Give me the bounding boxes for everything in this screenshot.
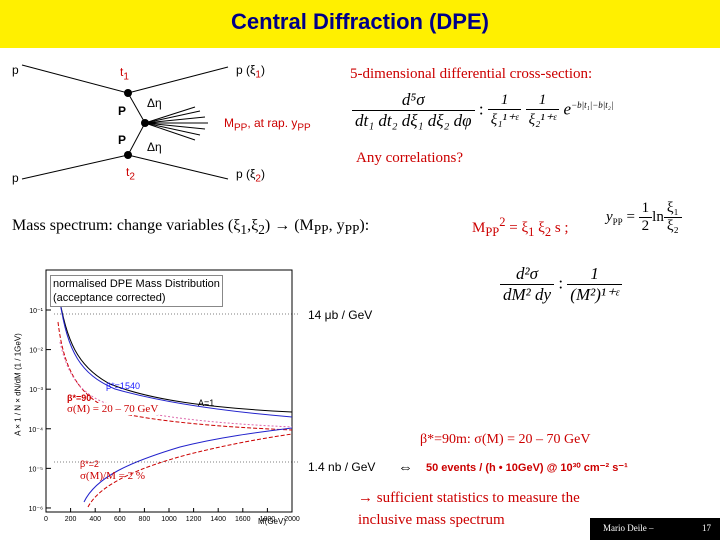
label-beta2: β*=2 [80,459,99,469]
diagram-proton-in-bottom: p [12,171,19,185]
x-tick-label: 0 [44,516,48,523]
slide-title: Central Diffraction (DPE) [231,9,489,34]
rapidity-relation: yPP = 1 2 ln ξ₁ ξ₂ [606,200,682,235]
cross-section-formula: d⁵σ dt₁ dt₂ dξ₁ dξ₂ dφ : 1 ξ₁¹⁺ᵋ 1 ξ₂¹⁺ᵋ e−… [352,90,613,131]
mass-distribution-plot: 0 200 400 600 800 1000 1200 1400 1600 1800 2000 10… [29,269,300,523]
diagram-proton-xi1: p (ξ1) [236,63,265,81]
plot-y-label: A × 1 / N × dN/dM (1 / 1GeV) [13,333,23,436]
y-tick-label: 10⁻¹ [29,308,43,315]
plot-title: normalised DPE Mass Distribution (accept… [50,275,223,307]
label-beta1540: β*=1540 [106,381,140,391]
events-rate: 50 events / (h • 10GeV) @ 10³⁰ cm⁻² s⁻¹ [426,462,628,474]
x-tick-label: 2000 [284,516,300,523]
x-tick-label: 200 [65,516,77,523]
diagram-t2: t2 [126,165,135,183]
cross-section-heading: 5-dimensional differential cross-section… [350,66,593,82]
y-tick-label: 10⁻³ [29,387,43,394]
y-tick-label: 10⁻⁴ [29,427,44,434]
label-sigma90: σ(M) = 20 – 70 GeV [67,403,159,415]
x-tick-label: 1000 [161,516,177,523]
diagram-proton-in-top: p [12,63,19,77]
y-tick-label: 10⁻² [29,348,43,355]
title-bar [0,0,720,48]
plot-x-label: M(GeV) [258,517,286,526]
beta90-resolution: β*=90m: σ(M) = 20 – 70 GeV [420,432,591,447]
curve-beta2-blue [83,427,293,503]
x-tick-label: 1400 [210,516,226,523]
curve-beta2-red [87,433,293,508]
diagram-central-mass: MPP, at rap. yPP [224,116,311,134]
mass-spectrum-line: Mass spectrum: change variables (ξ1,ξ2) … [12,217,370,238]
curve-beta1540-black [57,289,293,413]
y-ticks: 10⁻¹ 10⁻² 10⁻³ 10⁻⁴ 10⁻⁵ 10⁻⁶ [29,308,51,513]
conclusion: → sufficient statistics to measure the i… [358,490,580,528]
y-tick-label: 10⁻⁶ [29,506,43,513]
diagram-delta-eta-bottom: Δη [147,140,162,154]
x-tick-label: 1600 [235,516,251,523]
y-tick-label: 10⁻⁵ [29,466,43,473]
diagram-proton-xi2: p (ξ2) [236,167,265,185]
label-a1: A=1 [198,398,215,408]
x-tick-label: 400 [89,516,101,523]
x-ticks: 0 200 400 600 800 1000 1200 1400 1600 1800 2000 [44,508,300,523]
x-tick-label: 1800 [260,516,276,523]
dpe-diagram [21,64,229,180]
x-tick-label: 1200 [186,516,202,523]
footer-page-number: 17 [702,523,711,533]
diagram-delta-eta-top: Δη [147,96,162,110]
footer-author: Mario Deile – [603,523,654,533]
equivalence-icon: ⇔ [398,459,413,476]
x-tick-label: 800 [139,516,151,523]
diagram-pomeron-top: P [118,104,127,118]
label-sigma2: σ(M)/M = 2 % [80,470,145,482]
rate-14-microbarn: 14 μb / GeV [308,308,373,322]
rate-1-4-nanobarn: 1.4 nb / GeV [308,460,376,474]
mass-relation: MPP2 = ξ1 ξ2 s ; [472,215,569,239]
label-beta90: β*=90 [67,393,92,403]
diagram-pomeron-bottom: P [118,133,127,147]
mass-distribution-formula: d²σ dM² dy : 1 (M²)¹⁺ᵋ [500,264,622,305]
curve-beta1540-blue [59,301,293,418]
correlations-question: Any correlations? [356,150,464,166]
x-tick-label: 600 [114,516,126,523]
footer-bar [590,518,720,540]
diagram-t1: t1 [120,65,129,83]
